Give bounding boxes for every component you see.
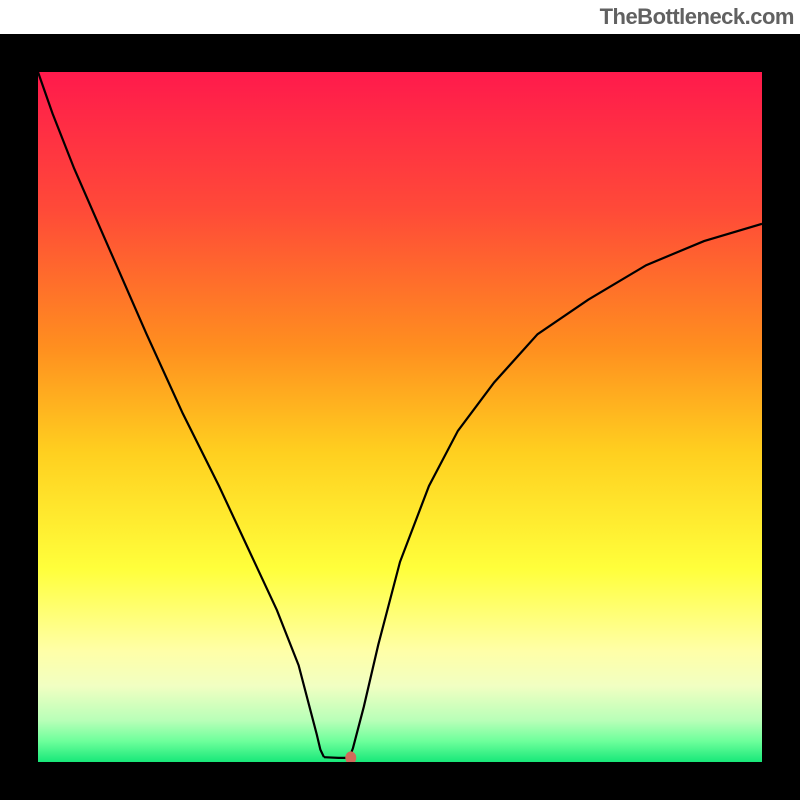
watermark-text: TheBottleneck.com (600, 4, 794, 30)
curve-left-branch (38, 72, 324, 757)
image-root: TheBottleneck.com (0, 0, 800, 800)
curve-right-branch (349, 224, 762, 758)
chart-frame (0, 34, 800, 800)
bottleneck-curve (38, 72, 762, 762)
optimal-point-marker (345, 751, 356, 762)
